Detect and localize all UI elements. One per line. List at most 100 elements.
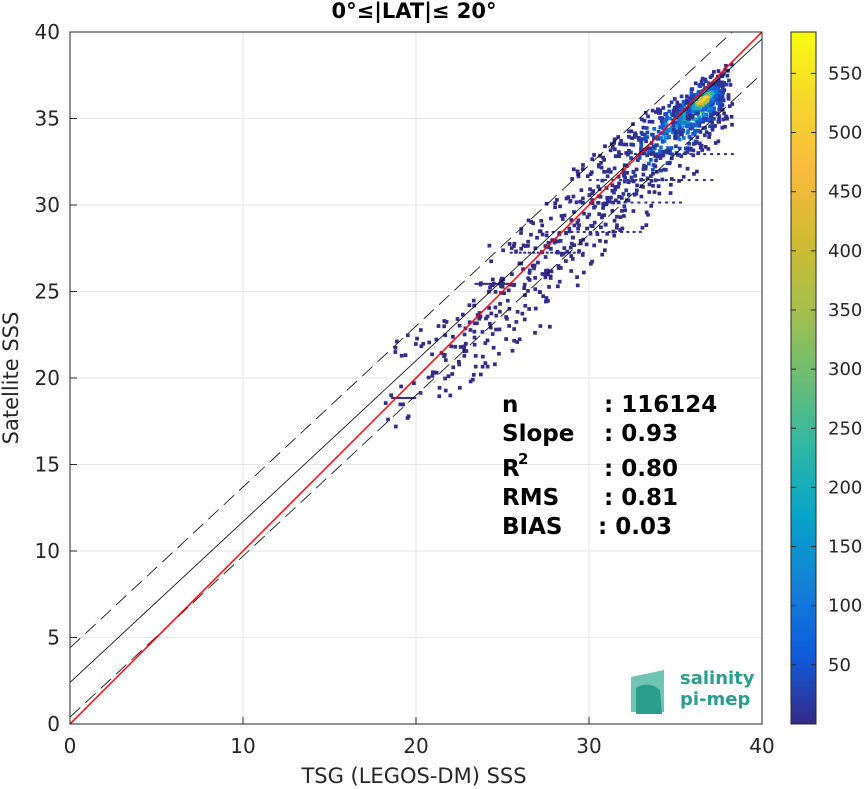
density-cell bbox=[394, 339, 399, 344]
density-cell bbox=[540, 232, 545, 237]
density-cell bbox=[576, 226, 580, 231]
density-cell bbox=[655, 154, 660, 159]
stats-r2-value: : 0.80 bbox=[604, 456, 678, 482]
density-cell bbox=[398, 402, 403, 407]
density-cell bbox=[724, 114, 729, 119]
density-cell bbox=[711, 86, 716, 90]
density-cell bbox=[706, 108, 711, 113]
logo-line2: pi-mep bbox=[680, 689, 750, 710]
density-cell bbox=[483, 341, 488, 345]
density-cell bbox=[532, 263, 537, 268]
density-cell bbox=[671, 121, 676, 126]
density-cell bbox=[692, 106, 697, 111]
density-cell bbox=[630, 136, 634, 140]
density-cell bbox=[677, 108, 682, 112]
density-cell bbox=[633, 131, 637, 136]
density-cell bbox=[443, 388, 448, 393]
density-cell bbox=[727, 104, 732, 109]
identity-line bbox=[70, 32, 762, 724]
density-cell bbox=[546, 298, 550, 303]
density-cell bbox=[571, 167, 576, 172]
density-cell bbox=[615, 214, 619, 219]
density-cell bbox=[638, 230, 642, 233]
density-cell bbox=[578, 199, 583, 204]
density-cell bbox=[533, 306, 538, 311]
colorbar-tick-label: 200 bbox=[828, 477, 862, 498]
density-cell bbox=[550, 238, 555, 242]
density-cell bbox=[597, 187, 602, 191]
density-cell bbox=[647, 182, 652, 187]
density-cell bbox=[544, 299, 548, 304]
stats-rms-label: RMS bbox=[502, 485, 559, 511]
density-cell bbox=[701, 119, 706, 124]
density-cell bbox=[669, 100, 674, 105]
density-cell bbox=[511, 244, 516, 249]
density-cell bbox=[661, 123, 665, 127]
density-cell bbox=[637, 138, 641, 142]
density-cell bbox=[575, 283, 580, 288]
density-cell bbox=[694, 117, 698, 122]
density-cell bbox=[655, 143, 659, 148]
density-cell bbox=[710, 91, 714, 96]
density-cell bbox=[546, 271, 550, 276]
density-cell bbox=[457, 362, 462, 367]
density-cell bbox=[600, 215, 604, 220]
density-cell bbox=[697, 95, 702, 100]
density-cell bbox=[419, 328, 423, 332]
y-tick-label: 35 bbox=[35, 107, 60, 131]
density-cell bbox=[626, 180, 631, 185]
density-cell bbox=[562, 213, 567, 218]
density-cell bbox=[653, 110, 658, 114]
density-cell bbox=[651, 144, 656, 149]
density-cell bbox=[473, 354, 478, 358]
density-cell bbox=[544, 201, 549, 206]
density-cell bbox=[626, 230, 630, 233]
density-cell bbox=[585, 174, 590, 178]
density-cell bbox=[478, 314, 483, 319]
density-cell bbox=[514, 249, 518, 254]
density-cell bbox=[636, 136, 641, 140]
density-cell bbox=[519, 227, 524, 231]
density-cell bbox=[709, 100, 714, 105]
stats-bias-label: BIAS bbox=[502, 514, 562, 540]
density-cell bbox=[703, 90, 708, 95]
density-cell bbox=[540, 272, 545, 276]
density-cell bbox=[672, 201, 676, 204]
density-cell bbox=[526, 244, 530, 248]
density-cell bbox=[620, 230, 624, 233]
stats-n-label: n bbox=[502, 392, 518, 418]
density-cell bbox=[658, 125, 663, 130]
density-cell bbox=[510, 282, 514, 285]
density-cell bbox=[699, 96, 704, 100]
density-cell bbox=[687, 135, 692, 139]
density-cell bbox=[693, 123, 698, 128]
density-cell bbox=[696, 114, 701, 119]
density-cell bbox=[710, 98, 714, 102]
density-cell bbox=[604, 202, 608, 207]
density-cell bbox=[401, 402, 406, 407]
density-cell bbox=[543, 255, 548, 259]
density-cell bbox=[616, 185, 620, 189]
density-cell bbox=[472, 335, 477, 340]
density-cell bbox=[569, 254, 574, 258]
density-cell bbox=[460, 312, 465, 317]
density-cell bbox=[680, 132, 684, 137]
density-cell bbox=[544, 296, 549, 300]
density-cell bbox=[477, 311, 482, 315]
density-cell bbox=[717, 82, 722, 87]
density-cell bbox=[433, 370, 437, 375]
density-cell bbox=[592, 220, 597, 225]
density-cell bbox=[656, 184, 661, 189]
density-cell bbox=[564, 231, 568, 236]
y-axis-label: Satellite SSS bbox=[0, 312, 23, 445]
density-cell bbox=[577, 249, 581, 253]
density-cell bbox=[652, 146, 657, 151]
density-cell bbox=[645, 153, 650, 158]
density-cell bbox=[412, 381, 416, 386]
density-cell bbox=[626, 198, 631, 203]
density-cell bbox=[647, 119, 652, 124]
density-cell bbox=[442, 319, 447, 323]
density-cell bbox=[639, 143, 644, 148]
density-cell bbox=[629, 142, 634, 147]
density-cell bbox=[443, 376, 447, 381]
